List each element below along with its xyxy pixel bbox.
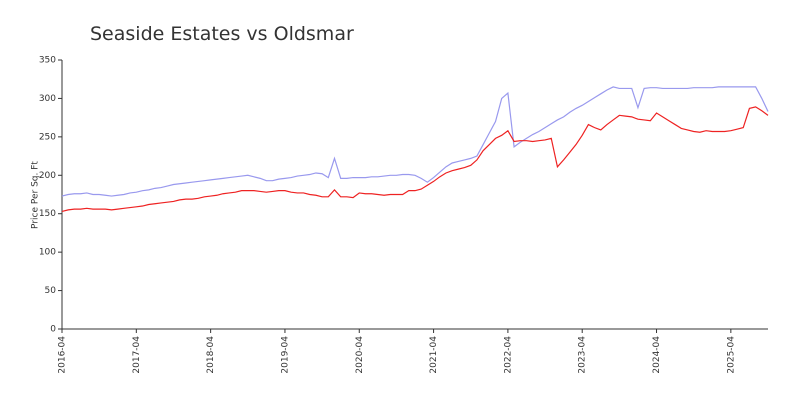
y-tick-label: 350 [39, 56, 56, 66]
x-tick-label: 2016-04 [58, 336, 68, 374]
x-tick-label: 2017-04 [132, 336, 142, 374]
y-tick-label: 300 [39, 94, 56, 104]
x-tick-label: 2024-04 [652, 336, 662, 374]
x-tick-label: 2018-04 [206, 336, 216, 374]
y-tick-label: 250 [39, 132, 56, 142]
x-tick-label: 2022-04 [503, 336, 513, 374]
y-tick-label: 50 [45, 286, 57, 296]
x-tick-label: 2021-04 [429, 336, 439, 374]
x-tick-label: 2023-04 [578, 336, 588, 374]
y-tick-label: 150 [39, 209, 56, 219]
series-line [61, 106, 769, 212]
series-line [61, 86, 769, 197]
x-tick-label: 2019-04 [280, 336, 290, 374]
y-tick-label: 200 [39, 171, 56, 181]
y-tick-label: 0 [50, 325, 56, 335]
y-axis-label: Price Per Sq. Ft [31, 161, 41, 229]
y-tick-label: 100 [39, 248, 56, 258]
chart-title: Seaside Estates vs Oldsmar [90, 23, 354, 45]
x-tick-label: 2020-04 [355, 336, 365, 374]
x-tick-label: 2025-04 [726, 336, 736, 374]
